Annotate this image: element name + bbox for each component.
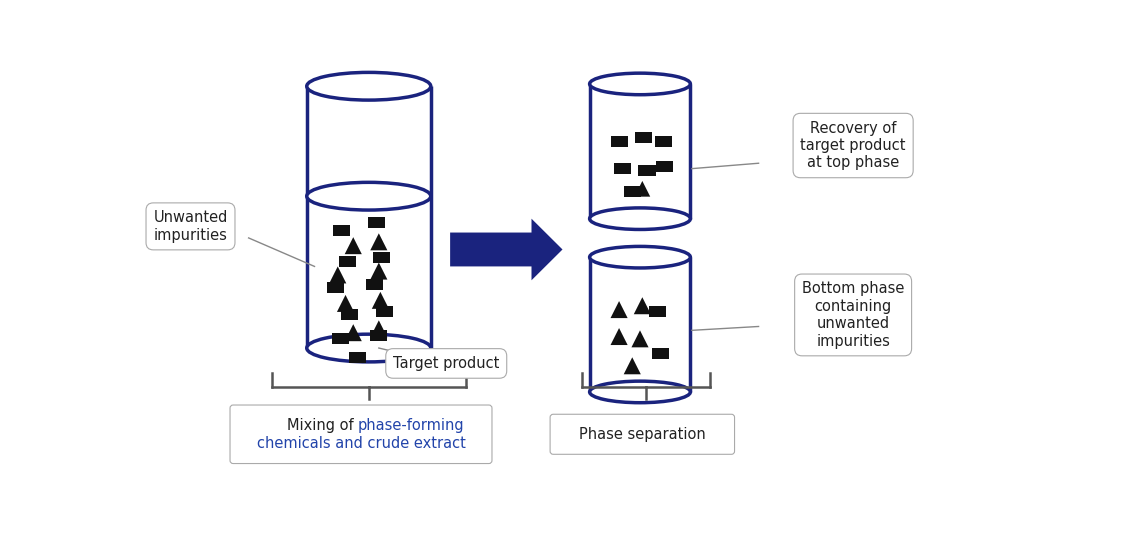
Polygon shape <box>372 292 389 309</box>
Polygon shape <box>611 136 629 147</box>
FancyBboxPatch shape <box>230 405 492 464</box>
Polygon shape <box>649 306 666 316</box>
Polygon shape <box>631 330 649 347</box>
FancyBboxPatch shape <box>550 414 734 454</box>
Text: chemicals and crude extract: chemicals and crude extract <box>257 436 465 451</box>
Polygon shape <box>333 225 350 236</box>
Polygon shape <box>370 330 388 341</box>
Polygon shape <box>341 309 358 320</box>
Polygon shape <box>376 306 392 316</box>
Polygon shape <box>590 84 691 219</box>
Ellipse shape <box>307 182 430 210</box>
Polygon shape <box>330 266 346 284</box>
Polygon shape <box>623 357 641 374</box>
Polygon shape <box>590 257 691 392</box>
Polygon shape <box>365 279 382 289</box>
Text: Bottom phase
containing
unwanted
impurities: Bottom phase containing unwanted impurit… <box>802 281 905 349</box>
Polygon shape <box>611 301 628 318</box>
Polygon shape <box>344 237 362 254</box>
Text: Target product: Target product <box>393 356 500 371</box>
Ellipse shape <box>590 381 691 403</box>
Polygon shape <box>368 217 385 228</box>
Ellipse shape <box>590 246 691 268</box>
Polygon shape <box>349 352 365 363</box>
Text: Mixing of: Mixing of <box>287 418 358 432</box>
Ellipse shape <box>590 73 691 95</box>
Polygon shape <box>652 348 669 359</box>
Polygon shape <box>337 295 354 312</box>
Polygon shape <box>451 219 563 280</box>
Polygon shape <box>370 320 388 337</box>
Text: Recovery of
target product
at top phase: Recovery of target product at top phase <box>800 121 906 170</box>
Polygon shape <box>656 161 673 172</box>
Text: Unwanted
impurities: Unwanted impurities <box>154 210 228 243</box>
Ellipse shape <box>307 72 430 100</box>
Polygon shape <box>639 165 656 176</box>
Polygon shape <box>613 163 631 174</box>
Polygon shape <box>636 133 652 143</box>
Polygon shape <box>327 282 344 293</box>
Ellipse shape <box>307 334 430 362</box>
Ellipse shape <box>590 208 691 230</box>
Polygon shape <box>623 186 641 197</box>
Polygon shape <box>634 181 650 197</box>
Polygon shape <box>344 324 362 341</box>
Text: phase-forming: phase-forming <box>358 418 464 432</box>
Text: Phase separation: Phase separation <box>578 427 706 442</box>
Polygon shape <box>332 333 349 343</box>
Polygon shape <box>373 252 390 262</box>
Polygon shape <box>655 136 671 147</box>
Polygon shape <box>370 233 388 250</box>
Polygon shape <box>307 86 430 348</box>
Polygon shape <box>633 297 651 314</box>
Polygon shape <box>340 255 356 267</box>
Polygon shape <box>611 328 628 345</box>
Polygon shape <box>370 262 388 280</box>
